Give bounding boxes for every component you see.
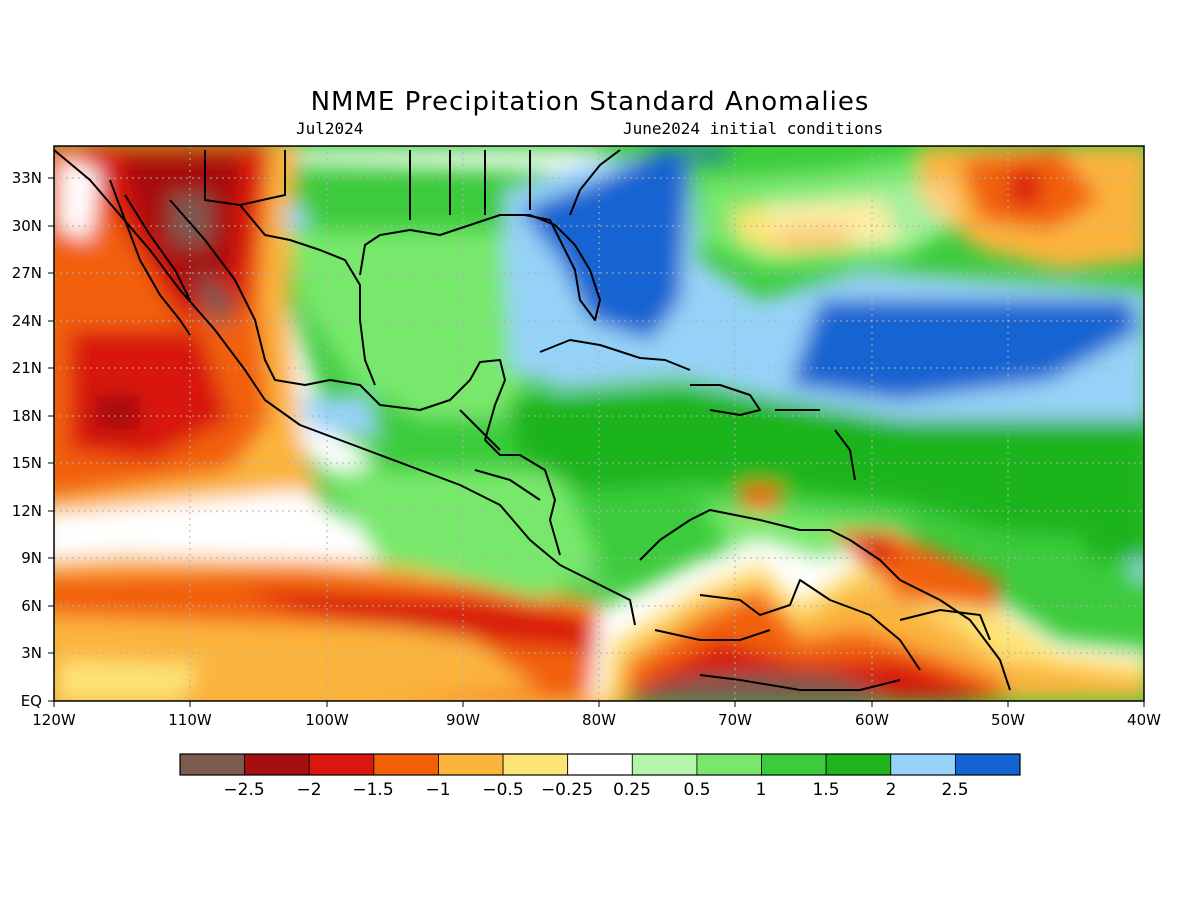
graticule <box>54 146 1144 701</box>
colorbar-label: 1.5 <box>812 780 839 800</box>
colorbar-swatch <box>696 753 762 776</box>
colorbar-swatch <box>179 753 246 776</box>
colorbar-label: −1.5 <box>352 780 393 800</box>
lon-label: 120W <box>32 711 76 729</box>
colorbar-swatch <box>890 753 956 776</box>
lon-label: 60W <box>855 711 889 729</box>
lon-label: 80W <box>582 711 616 729</box>
lat-label: EQ <box>21 692 42 710</box>
colorbar-swatch <box>502 753 569 776</box>
colorbar-swatch <box>373 753 439 776</box>
lon-label: 90W <box>446 711 480 729</box>
lon-label: 100W <box>305 711 349 729</box>
colorbar-swatch <box>825 753 892 776</box>
colorbar: −2.5 −2 −1.5 −1 −0.5 −0.25 0.25 0.5 1 1.… <box>179 753 1021 800</box>
lat-labels: EQ 3N 6N 9N 12N 15N 18N 21N 24N 27N 30N … <box>12 169 42 710</box>
lon-label: 50W <box>991 711 1025 729</box>
colorbar-label: −1 <box>425 780 450 800</box>
colorbar-label: −2.5 <box>223 780 264 800</box>
lat-label: 12N <box>12 502 42 520</box>
colorbar-label: 1 <box>756 780 767 800</box>
colorbar-swatch <box>308 753 375 776</box>
colorbar-swatch <box>631 753 698 776</box>
lat-label: 6N <box>21 597 42 615</box>
lat-label: 27N <box>12 264 42 282</box>
lat-ticks <box>48 177 54 702</box>
lat-label: 18N <box>12 407 42 425</box>
lon-label: 110W <box>168 711 212 729</box>
colorbar-labels: −2.5 −2 −1.5 −1 −0.5 −0.25 0.25 0.5 1 1.… <box>223 780 968 800</box>
colorbar-label: −0.25 <box>541 780 593 800</box>
colorbar-label: 2 <box>886 780 897 800</box>
colorbar-swatch <box>761 753 827 776</box>
colorbar-label: 0.25 <box>613 780 651 800</box>
colorbar-swatch <box>567 753 633 776</box>
colorbar-label: 2.5 <box>941 780 968 800</box>
valid-month-label: Jul2024 <box>296 119 363 138</box>
anomaly-field <box>54 146 1144 701</box>
coastlines <box>54 149 1011 691</box>
lat-label: 33N <box>12 169 42 187</box>
lat-label: 24N <box>12 312 42 330</box>
lon-labels: 120W 110W 100W 90W 80W 70W 60W 50W 40W <box>32 711 1161 729</box>
lon-ticks <box>53 701 1145 707</box>
lon-label: 70W <box>718 711 752 729</box>
lat-label: 15N <box>12 454 42 472</box>
lat-label: 3N <box>21 644 42 662</box>
lon-label: 40W <box>1127 711 1161 729</box>
colorbar-label: −0.5 <box>482 780 523 800</box>
colorbar-swatches <box>179 753 1021 776</box>
map-title: NMME Precipitation Standard Anomalies <box>311 87 870 117</box>
colorbar-swatch <box>244 753 310 776</box>
colorbar-frame <box>179 753 1021 776</box>
init-conditions-label: June2024 initial conditions <box>623 119 883 138</box>
lat-label: 21N <box>12 359 42 377</box>
colorbar-label: −2 <box>296 780 321 800</box>
lat-label: 9N <box>21 549 42 567</box>
colorbar-swatch <box>438 753 504 776</box>
lat-label: 30N <box>12 217 42 235</box>
colorbar-label: 0.5 <box>683 780 710 800</box>
colorbar-swatch <box>954 753 1021 776</box>
